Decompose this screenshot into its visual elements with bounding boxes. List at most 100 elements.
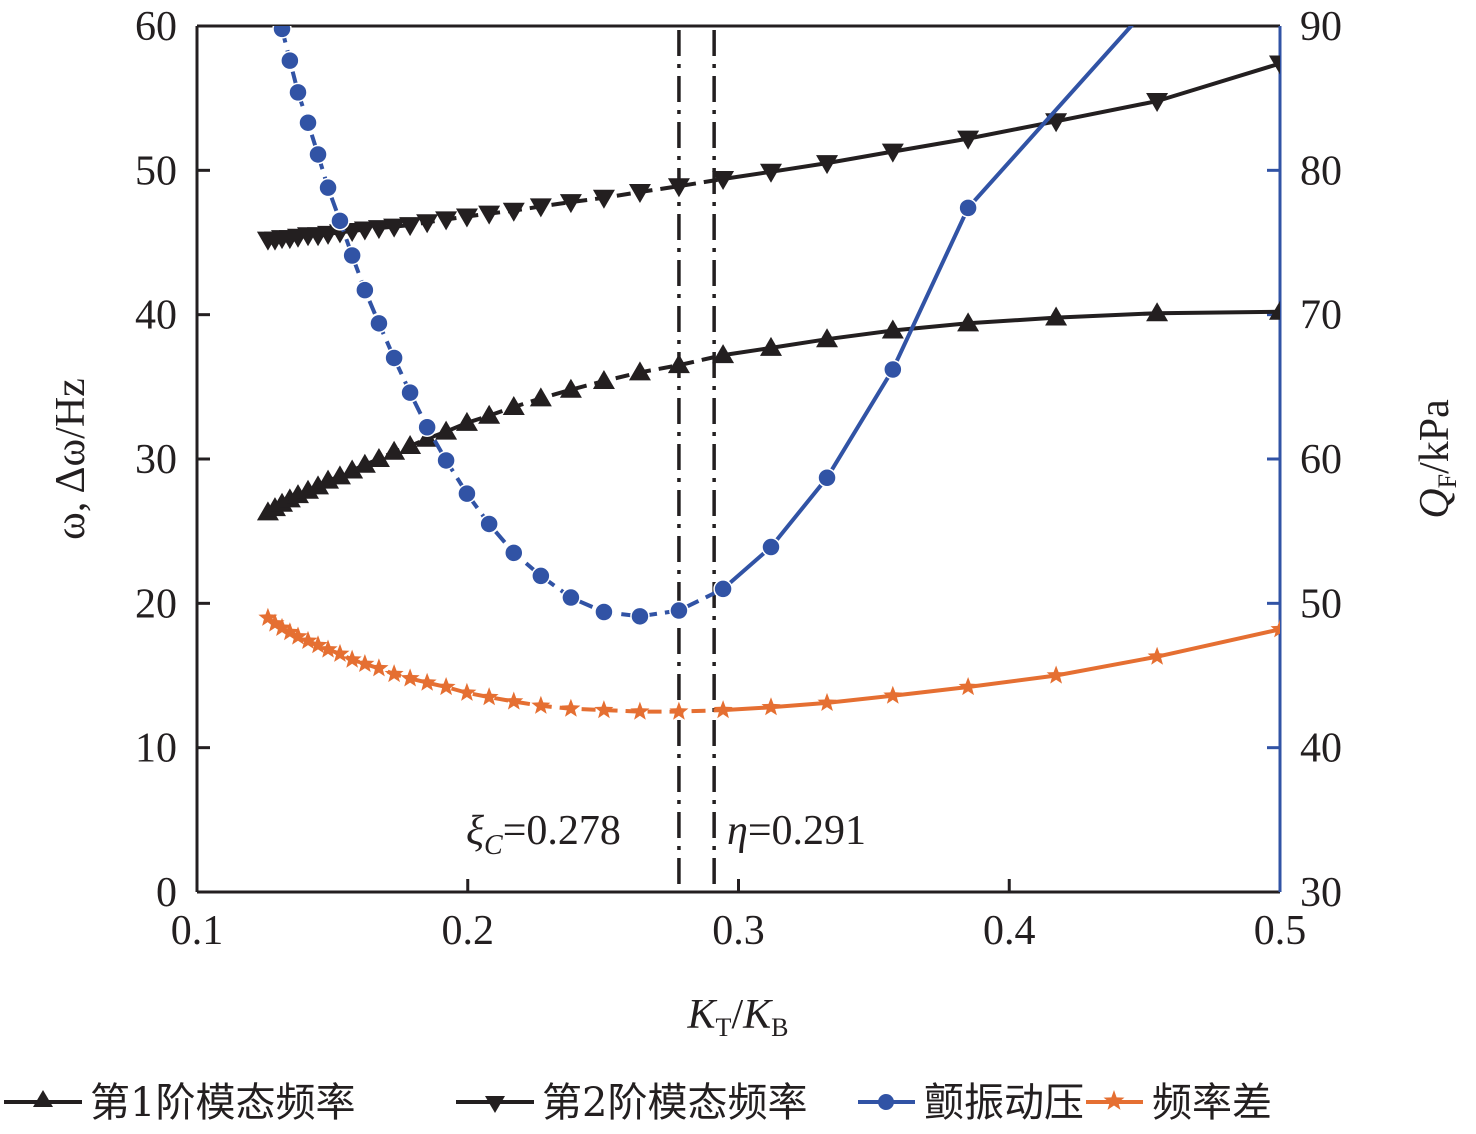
data-point-mode2 (759, 163, 782, 183)
y-right-tick-label: 30 (1300, 870, 1342, 916)
data-point-diff (308, 635, 328, 654)
data-point-diff (669, 701, 689, 720)
data-point-pressure (400, 382, 420, 403)
legend-item-mode2: 第2阶模态频率 (456, 1080, 807, 1126)
series-line-pressure-dashed (280, 28, 724, 619)
data-point-mode1 (667, 354, 690, 374)
data-point-pressure (713, 579, 733, 599)
y-left-tick-label: 20 (135, 581, 177, 627)
data-point-mode1 (435, 420, 458, 440)
data-point-diff (384, 664, 404, 683)
annotation-xi-sub: C (484, 830, 503, 861)
x-label-sub2: B (771, 1013, 788, 1042)
y-left-tick-label: 40 (135, 293, 177, 339)
data-point-mode2 (1269, 55, 1280, 75)
circle-icon (878, 1094, 894, 1110)
y-left-tick-label: 30 (135, 437, 177, 483)
data-point-diff (594, 700, 614, 719)
right-y-label-q: Q (1412, 488, 1458, 518)
data-point-diff (1270, 619, 1280, 638)
data-point-pressure (318, 177, 338, 198)
series-line-diff-solid (722, 627, 1280, 713)
data-point-mode1 (341, 459, 364, 479)
data-point-mode1 (416, 427, 439, 447)
legend-item-diff: 频率差 (1086, 1080, 1272, 1126)
data-point-diff (883, 685, 903, 704)
data-point-pressure (330, 211, 350, 231)
data-point-mode2 (502, 202, 525, 222)
data-point-pressure (479, 514, 499, 534)
data-point-diff (342, 649, 362, 668)
data-point-mode2 (478, 205, 501, 225)
data-point-mode1 (712, 344, 735, 364)
data-point-pressure (272, 26, 292, 39)
data-point-pressure (630, 606, 650, 627)
data-point-mode2 (455, 208, 478, 228)
series-line-diff-dashed (266, 616, 724, 714)
data-point-pressure (436, 450, 456, 471)
data-point-pressure (417, 417, 437, 437)
data-point-mode2 (367, 220, 390, 240)
data-point-pressure (504, 543, 524, 563)
data-point-mode2 (881, 143, 904, 163)
data-point-mode2 (529, 198, 552, 218)
legend-label-pressure: 颤振动压 (924, 1080, 1084, 1126)
data-point-mode1 (816, 328, 839, 348)
y-right-tick-label: 40 (1300, 726, 1342, 772)
legend-label-mode2: 第2阶模态频率 (542, 1080, 807, 1126)
right-y-axis-label: QF/kPa (1412, 399, 1462, 519)
data-point-diff (318, 639, 338, 658)
data-point-mode2 (416, 214, 439, 234)
data-point-mode1 (367, 448, 390, 467)
data-point-diff (761, 697, 781, 716)
data-point-diff (272, 617, 292, 636)
data-point-pressure (342, 245, 362, 266)
data-point-diff (280, 622, 300, 641)
data-point-mode1 (399, 435, 422, 455)
y-right-tick-label: 80 (1300, 148, 1342, 194)
data-point-diff (479, 687, 499, 706)
data-point-pressure (883, 359, 903, 380)
data-point-diff (504, 691, 524, 710)
data-point-diff (817, 692, 837, 711)
data-point-mode1 (383, 440, 406, 460)
series-line-mode1-dashed (266, 353, 724, 515)
data-point-mode1 (1045, 306, 1068, 326)
triangle-down-icon (485, 1096, 505, 1113)
x-tick-label: 0.5 (1254, 908, 1307, 954)
data-point-mode2 (383, 218, 406, 238)
x-tick-label: 0.2 (442, 908, 495, 954)
data-point-mode1 (328, 465, 351, 485)
annotation-eta-value: =0.291 (748, 808, 866, 854)
annotation-xi-symbol: ξ (466, 808, 484, 854)
data-point-mode1 (1269, 300, 1280, 320)
data-point-mode2 (667, 178, 690, 198)
data-point-pressure (298, 112, 318, 133)
data-point-mode1 (881, 319, 904, 339)
x-axis-label: KT/KB (687, 992, 789, 1042)
data-point-mode1 (502, 396, 525, 416)
legend-item-mode1: 第1阶模态频率 (4, 1080, 355, 1126)
data-point-mode2 (399, 217, 422, 237)
star-icon (1103, 1090, 1125, 1110)
legend-label-mode1: 第1阶模态频率 (90, 1080, 355, 1126)
series-line-mode1-solid (722, 309, 1280, 358)
x-tick-label: 0.1 (171, 908, 224, 954)
data-point-mode1 (628, 361, 651, 381)
right-y-label-unit: /kPa (1412, 399, 1458, 474)
data-point-mode1 (478, 404, 501, 424)
data-point-mode1 (1146, 302, 1169, 322)
data-point-diff (298, 630, 318, 649)
y-right-tick-label: 50 (1300, 581, 1342, 627)
y-right-tick-label: 70 (1300, 293, 1342, 339)
data-point-diff (713, 700, 733, 719)
y-right-tick-label: 90 (1300, 4, 1342, 50)
annotation-xi-c: ξC=0.278 (466, 808, 621, 861)
series-line-mode2-solid (722, 61, 1280, 181)
x-label-k1: K (687, 992, 718, 1038)
data-point-pressure (958, 198, 978, 218)
data-point-mode1 (455, 411, 478, 431)
data-point-pressure (817, 468, 837, 488)
legend-label-diff: 频率差 (1152, 1080, 1272, 1126)
triangle-up-icon (33, 1090, 53, 1107)
